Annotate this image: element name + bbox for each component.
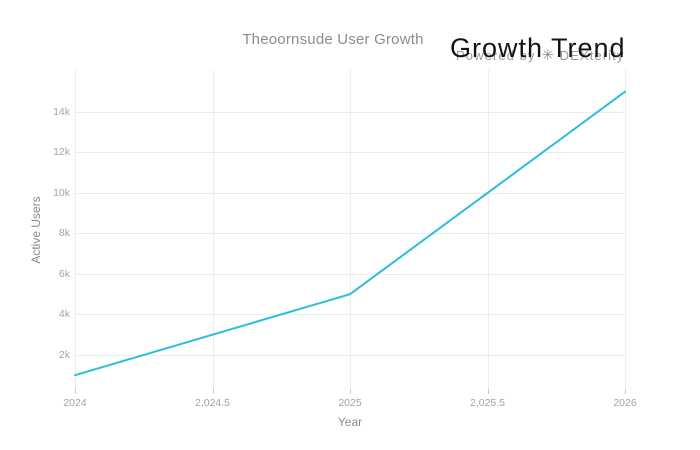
annotation-growth-trend: Growth Trend <box>450 33 626 63</box>
asterisk-icon: ✳ <box>541 47 554 64</box>
x-tick-label: 2,025.5 <box>469 397 506 409</box>
y-tick-label: 12k <box>53 146 70 159</box>
x-tick-label: 2025 <box>338 397 362 409</box>
x-tick-label: 2,024.5 <box>194 397 231 409</box>
x-tick-label: 2026 <box>613 397 637 409</box>
y-tick-label: 2k <box>58 348 70 361</box>
plot-area[interactable] <box>75 70 626 390</box>
x-gridline <box>487 70 489 390</box>
y-tick-label: 8k <box>58 227 70 240</box>
y-tick-label: 4k <box>58 308 70 321</box>
watermark-text-prefix: Powered by <box>456 48 536 63</box>
chart-title: Theoornsude User Growth <box>242 31 424 48</box>
x-tick-mark <box>625 389 626 394</box>
y-tick-label: 10k <box>53 186 70 199</box>
y-tick-label: 14k <box>53 105 70 118</box>
x-tick-mark <box>212 389 214 394</box>
active-users-line[interactable] <box>74 90 626 377</box>
watermark-text-suffix: DEXterity <box>559 48 625 63</box>
x-gridline <box>625 70 626 390</box>
x-tick-label: 2024 <box>63 397 87 409</box>
x-axis-title: Year <box>337 415 363 429</box>
x-gridline <box>75 70 76 390</box>
x-tick-mark <box>350 389 351 394</box>
watermark: Powered by ✳ DEXterity <box>456 46 624 64</box>
x-tick-mark <box>487 389 489 394</box>
y-tick-label: 6k <box>58 267 70 280</box>
x-gridline <box>212 70 214 390</box>
x-gridline <box>350 70 351 390</box>
x-tick-mark <box>75 389 76 394</box>
